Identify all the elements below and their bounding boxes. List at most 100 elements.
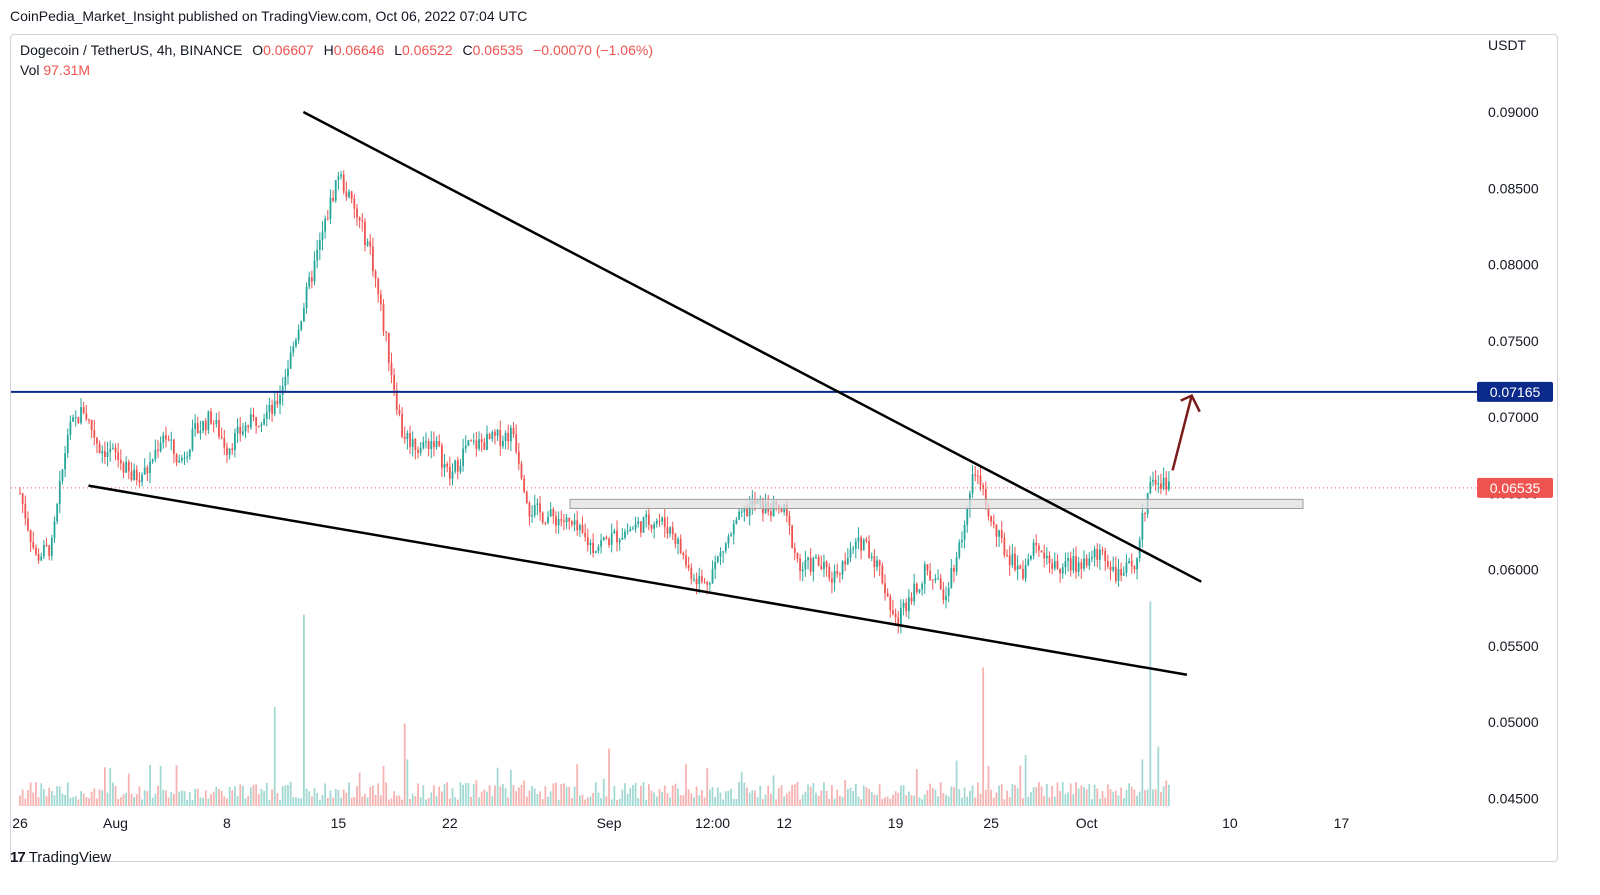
candle-body xyxy=(77,417,80,424)
candle-body xyxy=(594,550,597,553)
candle-body xyxy=(491,431,494,439)
candle-body xyxy=(499,429,502,447)
volume-bar xyxy=(520,784,523,806)
candle-body xyxy=(419,447,422,454)
volume-bar xyxy=(679,795,682,806)
volume-bar xyxy=(573,786,576,806)
candle-body xyxy=(544,522,547,524)
volume-bar xyxy=(647,784,650,806)
symbol-title[interactable]: Dogecoin / TetherUS, 4h, BINANCE xyxy=(20,42,243,58)
candle-body xyxy=(284,376,287,387)
volume-bar xyxy=(525,796,528,806)
volume-bar xyxy=(379,795,382,806)
candle-body xyxy=(1093,548,1096,558)
volume-bar xyxy=(1011,784,1014,806)
candle-body xyxy=(581,525,584,533)
volume-bar xyxy=(462,784,465,806)
volume-bar xyxy=(639,785,642,806)
volume-bar xyxy=(775,799,778,806)
volume-bar xyxy=(157,785,159,806)
volume-bar xyxy=(244,798,247,806)
volume-bar xyxy=(823,782,825,806)
candle-body xyxy=(178,460,181,463)
candle-body xyxy=(292,346,295,353)
candle-body xyxy=(194,423,197,429)
candle-body xyxy=(971,474,974,494)
candle-body xyxy=(677,538,679,544)
volume-bar xyxy=(401,799,403,806)
volume-bar xyxy=(552,783,555,806)
currency-label[interactable]: USDT xyxy=(1488,37,1527,53)
volume-bar xyxy=(252,784,255,806)
candle-body xyxy=(886,593,889,597)
volume-bar xyxy=(1003,799,1006,806)
volume-bar xyxy=(509,769,512,806)
volume-bar xyxy=(1162,786,1165,806)
candle-body xyxy=(536,503,539,506)
volume-bar xyxy=(865,787,868,806)
candle-body xyxy=(268,404,271,413)
volume-bar xyxy=(1006,790,1008,806)
candle-body xyxy=(451,471,454,479)
candle-body xyxy=(714,562,717,570)
candle-body xyxy=(650,524,653,529)
x-tick-label: 19 xyxy=(888,815,904,831)
volume-bar xyxy=(419,797,422,806)
footer-brand-text[interactable]: TradingView xyxy=(28,849,112,866)
volume-bar xyxy=(674,783,677,806)
volume-bar xyxy=(682,795,685,806)
candle-body xyxy=(393,375,396,391)
candle-body xyxy=(878,560,881,566)
high-label: H xyxy=(323,42,334,58)
candle-body xyxy=(228,448,231,455)
candle-body xyxy=(976,475,979,477)
volume-bar xyxy=(247,795,250,806)
volume-bar xyxy=(93,788,96,806)
candle-body xyxy=(403,436,406,439)
candle-body xyxy=(326,218,329,220)
candle-body xyxy=(555,516,557,526)
volume-bar xyxy=(857,796,860,806)
volume-bar xyxy=(194,789,197,806)
candle-body xyxy=(788,516,791,526)
candle-body xyxy=(592,542,595,553)
volume-bar xyxy=(29,782,32,806)
candle-body xyxy=(945,595,947,600)
volume-bar xyxy=(1059,791,1062,806)
volume-bar xyxy=(536,794,539,806)
candle-body xyxy=(305,286,308,309)
volume-bar xyxy=(706,768,709,806)
volume-bar xyxy=(1051,785,1054,806)
volume-bar xyxy=(685,764,687,806)
y-tick-label: 0.07500 xyxy=(1488,333,1539,349)
volume-bar xyxy=(88,798,90,806)
volume-bar xyxy=(114,785,117,806)
volume-bar xyxy=(1069,783,1072,806)
volume-bar xyxy=(127,773,130,806)
volume-bar xyxy=(1053,796,1056,806)
candle-body xyxy=(366,241,369,246)
volume-bar xyxy=(382,765,385,806)
candle-body xyxy=(801,569,804,572)
volume-bar xyxy=(491,796,494,806)
candle-body xyxy=(459,465,462,472)
candle-body xyxy=(244,425,247,432)
volume-bar xyxy=(1040,786,1043,806)
volume-bar xyxy=(695,786,698,806)
volume-bar xyxy=(85,797,88,806)
candle-body xyxy=(220,436,223,439)
candle-body xyxy=(32,541,35,548)
candle-body xyxy=(624,531,626,538)
volume-bar xyxy=(868,789,870,806)
candle-body xyxy=(1072,556,1075,571)
low-label: L xyxy=(394,42,402,58)
volume-bar xyxy=(783,796,786,806)
volume-bar xyxy=(1024,755,1027,806)
candle-body xyxy=(743,507,746,512)
volume-bar xyxy=(708,789,711,806)
candles xyxy=(19,170,1170,634)
candle-body xyxy=(24,503,27,519)
candle-body xyxy=(61,469,64,481)
volume-bar xyxy=(663,785,666,806)
